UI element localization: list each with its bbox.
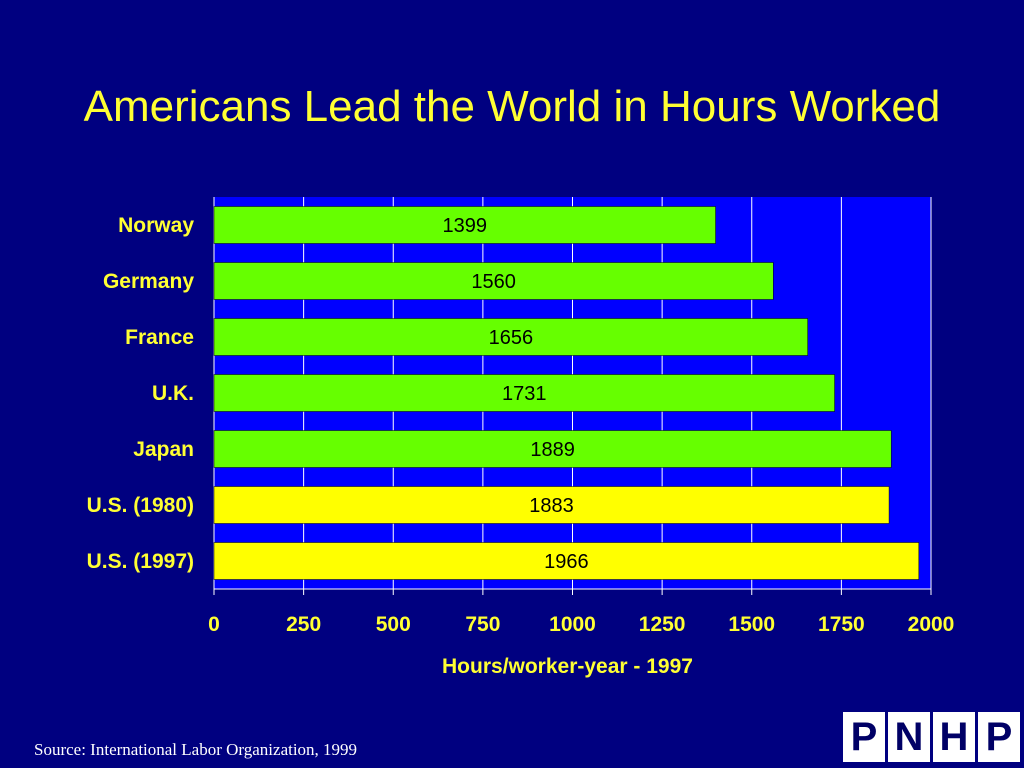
slide-title: Americans Lead the World in Hours Worked xyxy=(83,82,941,131)
bar-value-label: 1731 xyxy=(502,383,547,405)
logo-letter-p2: P xyxy=(978,712,1020,762)
bar xyxy=(213,486,890,524)
x-tick-label: 250 xyxy=(286,613,321,636)
x-tick-label: 0 xyxy=(208,613,220,636)
x-tick-label: 1750 xyxy=(818,613,865,636)
logo-letter-n: N xyxy=(888,712,930,762)
category-label: France xyxy=(125,326,194,349)
x-axis-title: Hours/worker-year - 1997 xyxy=(442,655,693,678)
x-tick-label: 500 xyxy=(376,613,411,636)
category-label: U.S. (1980) xyxy=(87,494,194,517)
bar xyxy=(213,542,920,580)
bar xyxy=(213,206,716,244)
logo-letter-h: H xyxy=(933,712,975,762)
x-tick-label: 1000 xyxy=(549,613,596,636)
category-label: Norway xyxy=(118,214,194,237)
category-label: U.S. (1997) xyxy=(87,550,194,573)
x-tick-label: 2000 xyxy=(908,613,955,636)
pnhp-logo: P N H P xyxy=(843,712,1020,762)
bar xyxy=(213,374,835,412)
x-tick-label: 1250 xyxy=(639,613,686,636)
bar xyxy=(213,262,774,300)
category-label: Japan xyxy=(133,438,194,461)
bar-value-label: 1399 xyxy=(443,215,488,237)
x-tick-label: 1500 xyxy=(728,613,775,636)
x-tick-label: 750 xyxy=(465,613,500,636)
source-note: Source: International Labor Organization… xyxy=(34,740,358,759)
bar-value-label: 1966 xyxy=(544,551,589,573)
category-label: Germany xyxy=(103,270,194,293)
bar xyxy=(213,430,892,468)
bar-value-label: 1656 xyxy=(489,327,534,349)
bar-value-label: 1560 xyxy=(471,271,516,293)
bar-value-label: 1889 xyxy=(530,439,575,461)
bar-value-label: 1883 xyxy=(529,495,574,517)
category-label: U.K. xyxy=(152,382,194,405)
logo-letter-p1: P xyxy=(843,712,885,762)
bar xyxy=(213,318,808,356)
